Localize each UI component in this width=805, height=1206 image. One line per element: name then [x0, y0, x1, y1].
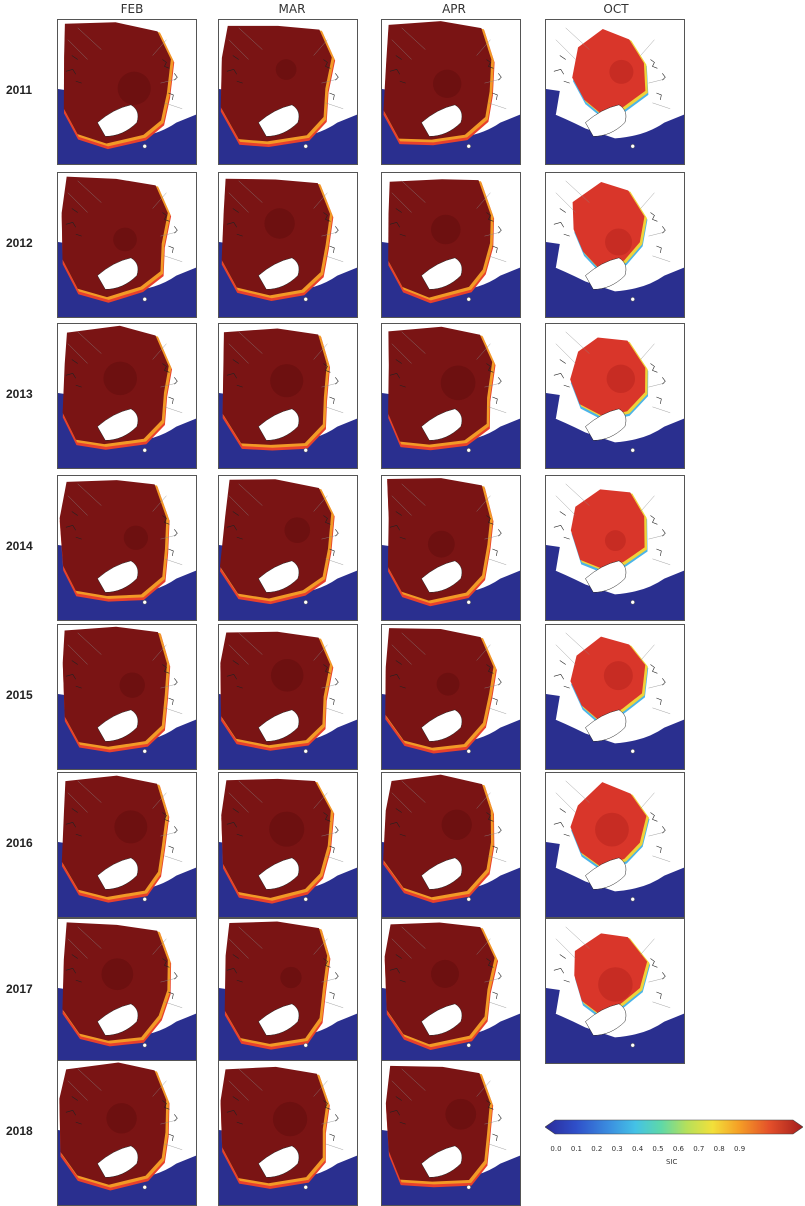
- map-panel-2012-feb: [57, 172, 197, 318]
- map-panel-2011-feb: [57, 19, 197, 165]
- map-panel-2012-apr: [381, 172, 521, 318]
- row-label-2015: 2015: [6, 688, 33, 702]
- colorbar: [545, 1119, 803, 1135]
- col-header-apr: APR: [442, 2, 466, 16]
- map-panel-2011-apr: [381, 19, 521, 165]
- colorbar-tick-label: 0.3: [611, 1145, 623, 1153]
- map-panel-2016-feb: [57, 772, 197, 918]
- map-panel-2015-oct: [545, 624, 685, 770]
- map-panel-2012-mar: [218, 172, 358, 318]
- map-panel-2018-mar: [218, 1060, 358, 1206]
- row-label-2011: 2011: [6, 83, 33, 97]
- row-label-2012: 2012: [6, 236, 33, 250]
- map-panel-2016-apr: [381, 772, 521, 918]
- map-panel-2015-feb: [57, 624, 197, 770]
- map-panel-2018-feb: [57, 1060, 197, 1206]
- colorbar-tick-label: 0.6: [672, 1145, 684, 1153]
- map-panel-2016-mar: [218, 772, 358, 918]
- row-label-2013: 2013: [6, 387, 33, 401]
- colorbar-tick-label: 0.5: [652, 1145, 664, 1153]
- map-panel-2013-apr: [381, 323, 521, 469]
- map-panel-2014-mar: [218, 475, 358, 621]
- col-header-feb: FEB: [120, 2, 144, 16]
- map-panel-2015-mar: [218, 624, 358, 770]
- colorbar-title: SIC: [666, 1158, 678, 1166]
- map-panel-2011-mar: [218, 19, 358, 165]
- map-panel-2012-oct: [545, 172, 685, 318]
- map-panel-2013-feb: [57, 323, 197, 469]
- row-label-2016: 2016: [6, 836, 33, 850]
- colorbar-tick-label: 0.8: [713, 1145, 725, 1153]
- map-panel-2017-mar: [218, 918, 358, 1064]
- colorbar-tick-label: 0.9: [734, 1145, 746, 1153]
- colorbar-tick-label: 0.1: [570, 1145, 582, 1153]
- row-label-2018: 2018: [6, 1124, 33, 1138]
- map-panel-2017-oct: [545, 918, 685, 1064]
- map-panel-2017-apr: [381, 918, 521, 1064]
- row-label-2014: 2014: [6, 539, 33, 553]
- row-label-2017: 2017: [6, 982, 33, 996]
- map-panel-2014-feb: [57, 475, 197, 621]
- map-panel-2018-apr: [381, 1060, 521, 1206]
- colorbar-tick-label: 0.7: [693, 1145, 705, 1153]
- colorbar-tick-label: 0.4: [632, 1145, 644, 1153]
- map-panel-2013-oct: [545, 323, 685, 469]
- map-panel-2015-apr: [381, 624, 521, 770]
- map-panel-2017-feb: [57, 918, 197, 1064]
- map-panel-2011-oct: [545, 19, 685, 165]
- col-header-oct: OCT: [603, 2, 629, 16]
- col-header-mar: MAR: [278, 2, 306, 16]
- map-panel-2016-oct: [545, 772, 685, 918]
- map-panel-2013-mar: [218, 323, 358, 469]
- colorbar-tick-label: 0.2: [591, 1145, 603, 1153]
- colorbar-tick-label: 0.0: [550, 1145, 562, 1153]
- map-panel-2014-oct: [545, 475, 685, 621]
- map-panel-2014-apr: [381, 475, 521, 621]
